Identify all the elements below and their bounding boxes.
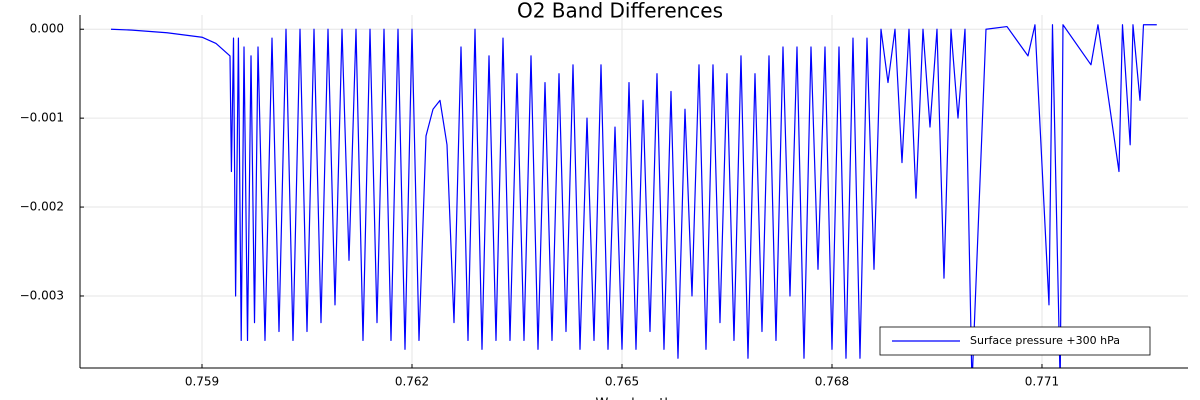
data-line bbox=[110, 24, 1157, 368]
x-axis-label: Wavelength bbox=[595, 397, 672, 400]
x-tick-label: 0.762 bbox=[395, 375, 429, 389]
x-tick-label: 0.765 bbox=[605, 375, 639, 389]
x-tick-label: 0.759 bbox=[185, 375, 219, 389]
y-tick-label: −0.003 bbox=[20, 288, 64, 302]
chart-title: O2 Band Differences bbox=[517, 0, 723, 23]
legend-label: Surface pressure +300 hPa bbox=[970, 334, 1120, 347]
legend: Surface pressure +300 hPa bbox=[879, 326, 1151, 356]
x-tick-label: 0.768 bbox=[815, 375, 849, 389]
y-tick-label: 0.000 bbox=[30, 22, 64, 36]
plot-area bbox=[110, 24, 1157, 368]
y-tick-label: −0.002 bbox=[20, 200, 64, 214]
y-tick-label: −0.001 bbox=[20, 111, 64, 125]
x-tick-label: 0.771 bbox=[1025, 375, 1059, 389]
ticks: 0.759 0.762 0.765 0.768 0.771 0.000 −0.001 −0.0… bbox=[20, 22, 1060, 389]
